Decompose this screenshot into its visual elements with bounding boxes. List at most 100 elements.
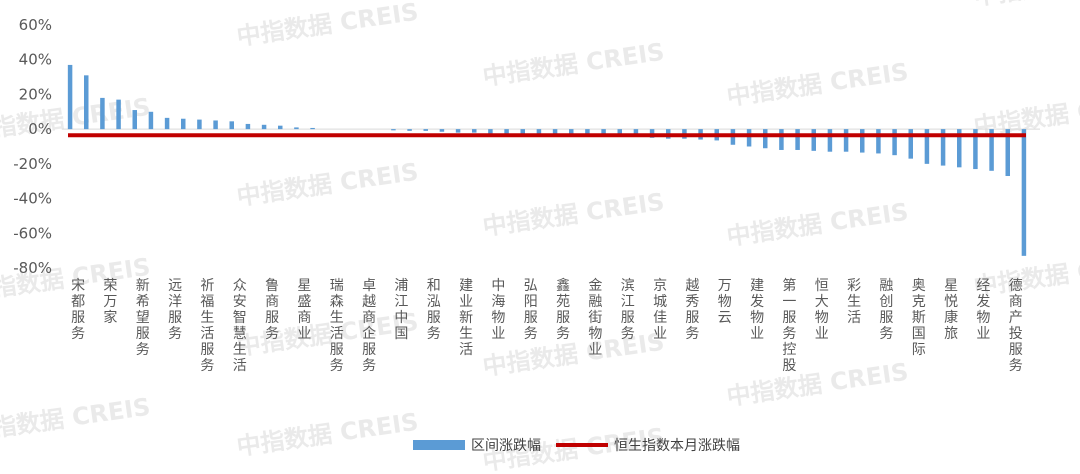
bar <box>973 129 978 170</box>
bar <box>164 117 170 130</box>
legend-label-bar: 区间涨跌幅 <box>471 438 541 454</box>
y-tick-label: 40% <box>19 51 52 69</box>
x-tick-label: 瑞森生活服务 <box>330 278 344 374</box>
y-tick-label: 0% <box>28 120 52 138</box>
bar <box>843 129 849 152</box>
bar <box>585 129 590 137</box>
y-tick-label: -80% <box>13 259 52 277</box>
x-tick-label: 经发物业 <box>976 278 990 342</box>
bar <box>876 129 881 154</box>
watermark-text: 中指数据 CREIS <box>235 408 420 461</box>
bar <box>520 129 525 135</box>
bar <box>827 129 833 152</box>
bar <box>811 129 816 151</box>
x-tick-label: 滨江服务 <box>621 278 635 342</box>
bar <box>1021 129 1027 256</box>
watermark-text: 中指数据 CREIS <box>235 0 420 51</box>
bar <box>229 121 234 130</box>
y-tick-label: 20% <box>19 85 52 103</box>
x-tick-label: 星盛商业 <box>297 278 311 342</box>
bar <box>924 129 930 164</box>
watermark-text: 中指数据 CREIS <box>235 158 420 211</box>
bar <box>116 99 121 130</box>
bar <box>245 123 251 130</box>
watermark-text: 中指数据 CREIS <box>725 358 910 411</box>
legend-swatch-bar <box>413 440 465 450</box>
bar <box>504 129 509 134</box>
bar <box>601 129 606 137</box>
bar <box>100 97 105 130</box>
x-tick-label: 新希望服务 <box>136 278 150 358</box>
x-tick-label: 越秀服务 <box>685 278 699 342</box>
bar <box>84 75 89 130</box>
x-tick-label: 和泓服务 <box>427 278 441 342</box>
bar-series <box>67 64 1027 256</box>
x-tick-label: 远洋服务 <box>168 278 182 342</box>
bar <box>391 129 396 131</box>
x-tick-label: 恒大物业 <box>815 278 829 342</box>
x-tick-label: 浦江中国 <box>394 278 408 342</box>
bar <box>779 129 784 150</box>
bar <box>423 129 428 131</box>
x-tick-label: 荣万家 <box>103 278 117 326</box>
bar <box>957 129 962 168</box>
x-tick-label: 融创服务 <box>879 278 893 342</box>
watermark-text: 中指数据 CREIS <box>481 188 666 241</box>
x-tick-label: 金融街物业 <box>588 278 602 358</box>
bar <box>488 129 493 134</box>
y-tick-label: -40% <box>13 190 52 208</box>
bar <box>261 124 267 130</box>
y-tick-label: 60% <box>19 16 52 34</box>
x-tick-label: 德商产投服务 <box>1009 278 1023 374</box>
x-tick-label: 奥克斯国际 <box>912 277 926 358</box>
watermark-text: 中指数据 CREIS <box>725 198 910 251</box>
x-tick-label: 第一服务控股 <box>782 277 796 374</box>
x-tick-label: 中海物业 <box>491 278 505 342</box>
x-tick-label: 万物云 <box>718 278 732 326</box>
bar <box>472 129 477 133</box>
bar <box>617 129 622 137</box>
bar <box>536 129 542 135</box>
x-tick-label: 祈福生活服务 <box>200 278 214 374</box>
legend-label-line: 恒生指数本月涨跌幅 <box>614 438 740 454</box>
bar <box>908 129 913 159</box>
x-tick-label: 建发物业 <box>750 278 764 342</box>
x-tick-label: 弘阳服务 <box>524 278 538 342</box>
x-tick-label: 建业新生活 <box>459 278 473 358</box>
x-tick-label: 众安智慧生活 <box>233 278 247 374</box>
bar <box>181 118 186 130</box>
bar <box>278 125 283 130</box>
bar <box>552 129 558 135</box>
bar <box>310 127 315 130</box>
x-tick-label: 宋都服务 <box>71 278 85 342</box>
bar <box>213 120 218 130</box>
bar <box>569 129 574 136</box>
bar <box>197 119 202 130</box>
x-tick-label: 彩生活 <box>847 278 861 326</box>
watermark-text: 中指数据 CREIS <box>235 308 420 361</box>
category-labels: 宋都服务 荣万家 新希望服务 远洋服务 祈福生活服务 众安智慧生活 鲁商服务 星盛商业 瑞森生活… <box>71 277 1023 374</box>
bar <box>148 111 154 130</box>
bar <box>132 110 137 130</box>
bar <box>294 127 299 130</box>
y-tick-label: -60% <box>13 224 52 242</box>
legend: 区间涨跌幅 恒生指数本月涨跌幅 <box>413 438 740 454</box>
bar <box>940 129 946 166</box>
watermark-text: 中指数据 CREIS <box>972 0 1080 11</box>
bar <box>795 129 800 150</box>
bar <box>439 129 445 132</box>
x-tick-label: 鲁商服务 <box>265 278 279 342</box>
watermark-text: 中指数据 CREIS <box>481 328 666 381</box>
bar <box>989 129 994 171</box>
watermark-text: 中指数据 CREIS <box>481 38 666 91</box>
x-tick-label: 星悦康旅 <box>944 278 958 342</box>
bar <box>67 64 73 130</box>
bar <box>407 129 412 131</box>
bar <box>860 129 865 153</box>
x-tick-label: 鑫苑服务 <box>556 277 570 342</box>
watermark-text: 中指数据 CREIS <box>0 393 152 446</box>
x-tick-label: 京城佳业 <box>653 278 667 342</box>
bar <box>763 129 768 149</box>
